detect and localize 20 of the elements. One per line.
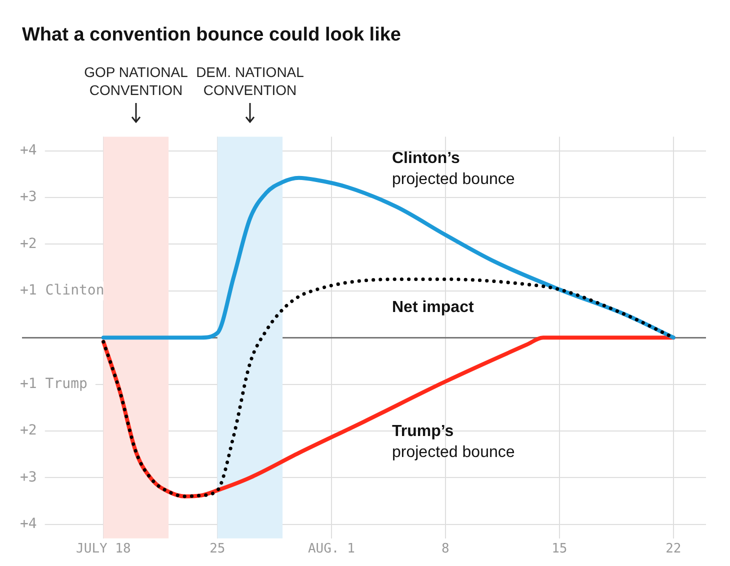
chart-title: What a convention bounce could look like [22, 24, 401, 46]
series-label: Clinton’s projected bounce [392, 150, 515, 188]
y-tick-label: +1 Clinton [20, 282, 104, 299]
y-tick-label: +2 [20, 422, 37, 439]
x-tick-label: 22 [666, 542, 682, 557]
x-tick-label: 15 [552, 542, 568, 557]
y-tick-label: +1 Trump [20, 376, 88, 392]
x-tick-label: JULY 18 [76, 542, 131, 557]
series-label: Trump’s projected bounce [392, 423, 515, 461]
x-tick-label: AUG. 1 [308, 542, 355, 557]
text: DEM. NATIONAL CONVENTION [196, 64, 304, 98]
x-tick-label: 25 [210, 542, 226, 557]
x-tick-label: 8 [442, 542, 450, 557]
text: GOP NATIONAL CONVENTION [84, 64, 188, 98]
y-tick-label: +3 [20, 189, 37, 206]
y-tick-label: +2 [20, 236, 37, 252]
y-tick-label: +3 [20, 469, 37, 486]
series-label: Net impact [392, 299, 474, 316]
y-tick-label: +4 [20, 516, 37, 532]
y-tick-label: +4 [20, 142, 37, 158]
